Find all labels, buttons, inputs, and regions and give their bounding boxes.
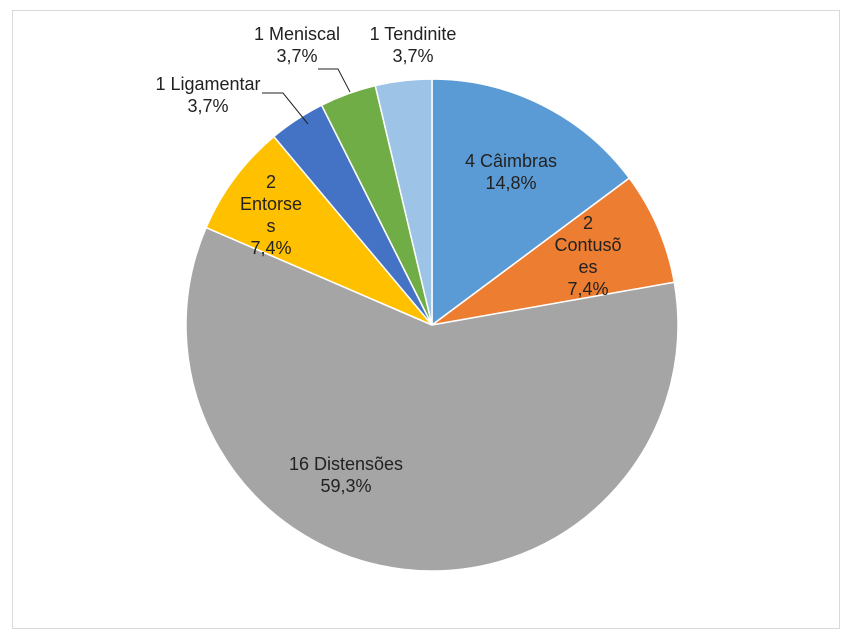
slice-label-contusões: 2 Contusõ es 7,4% bbox=[554, 213, 621, 299]
slice-label-line: Entorse bbox=[240, 194, 302, 214]
slice-label-line: 7,4% bbox=[250, 238, 291, 258]
slice-label-line: 7,4% bbox=[567, 279, 608, 299]
slice-label-line: 3,7% bbox=[276, 46, 317, 66]
slice-label-tendinite: 1 Tendinite 3,7% bbox=[370, 24, 457, 66]
pie-slice-contusões bbox=[431, 177, 676, 326]
slice-label-line: 16 Distensões bbox=[289, 454, 403, 474]
slice-label-line: 4 Câimbras bbox=[465, 151, 557, 171]
slice-labels: 4 Câimbras 14,8%2 Contusõ es 7,4%16 Distensõ… bbox=[155, 24, 621, 496]
slice-label-line: 3,7% bbox=[187, 96, 228, 116]
slice-label-line: s bbox=[267, 216, 276, 236]
slice-label-distensões: 16 Distensões 59,3% bbox=[289, 454, 403, 496]
slice-label-line: es bbox=[578, 257, 597, 277]
pie-slice-câimbras bbox=[431, 78, 631, 327]
slice-label-entorses: 2 Entorse s 7,4% bbox=[240, 172, 302, 258]
slice-label-line: 1 Meniscal bbox=[254, 24, 340, 44]
slice-label-line: 1 Ligamentar bbox=[155, 74, 260, 94]
leader-lines bbox=[262, 68, 351, 125]
pie-slice-tendinite bbox=[374, 78, 433, 326]
slice-label-câimbras: 4 Câimbras 14,8% bbox=[465, 151, 557, 193]
slice-label-meniscal: 1 Meniscal 3,7% bbox=[254, 24, 340, 66]
slice-label-ligamentar: 1 Ligamentar 3,7% bbox=[155, 74, 260, 116]
slice-label-line: 1 Tendinite bbox=[370, 24, 457, 44]
slice-label-line: 2 bbox=[266, 172, 276, 192]
slice-label-line: 14,8% bbox=[485, 173, 536, 193]
pie-slices bbox=[185, 78, 679, 572]
slice-label-line: 2 bbox=[583, 213, 593, 233]
slice-label-line: 59,3% bbox=[320, 476, 371, 496]
slice-label-line: Contusõ bbox=[554, 235, 621, 255]
leader-line-ligamentar bbox=[262, 92, 309, 125]
pie-slice-entorses bbox=[205, 135, 433, 326]
pie-slice-distensões bbox=[185, 226, 679, 572]
slice-label-line: 3,7% bbox=[392, 46, 433, 66]
leader-line-meniscal bbox=[318, 68, 351, 93]
